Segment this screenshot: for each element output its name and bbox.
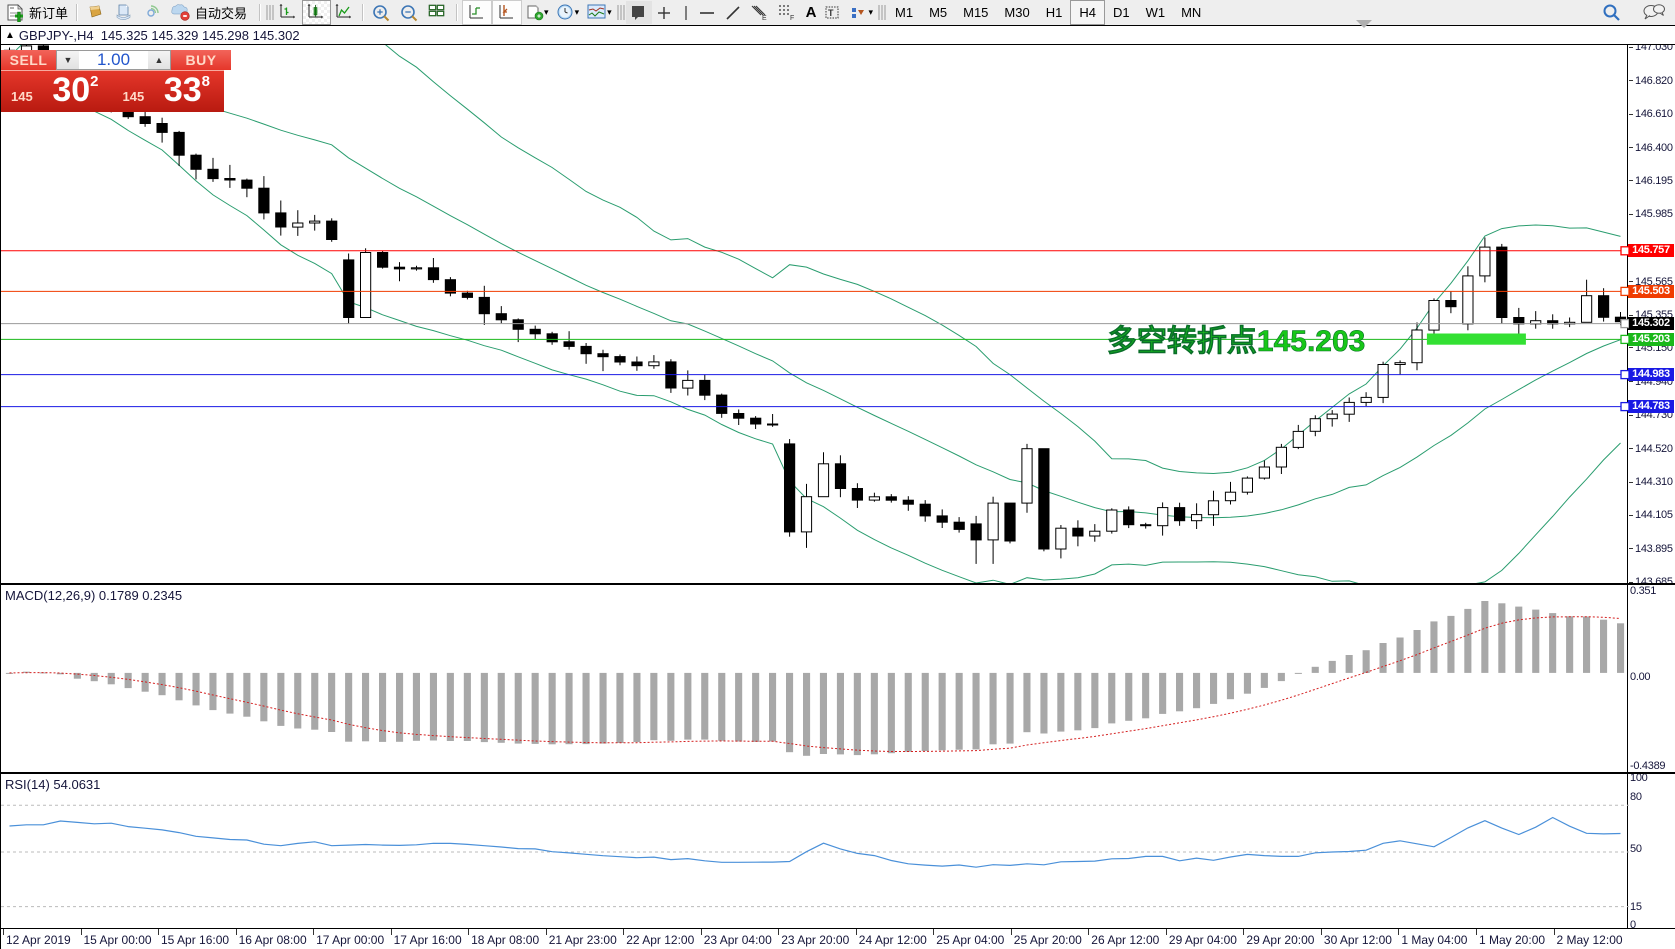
svg-text:F: F — [790, 15, 794, 22]
svg-text:T: T — [828, 8, 834, 18]
svg-text:E: E — [762, 15, 767, 22]
svg-text:多空转折点145.203: 多空转折点145.203 — [1107, 325, 1365, 358]
